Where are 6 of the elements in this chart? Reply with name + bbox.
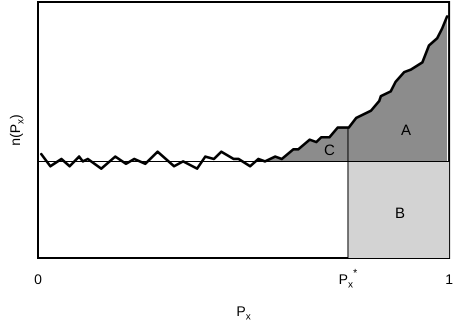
x-tick-label: 1: [445, 271, 454, 287]
y-axis-title: n(Px): [7, 114, 26, 146]
annotation: C: [324, 142, 335, 159]
x-tick-label: 0: [34, 271, 42, 287]
annotation: B: [395, 205, 406, 222]
annotation: A: [401, 122, 412, 139]
